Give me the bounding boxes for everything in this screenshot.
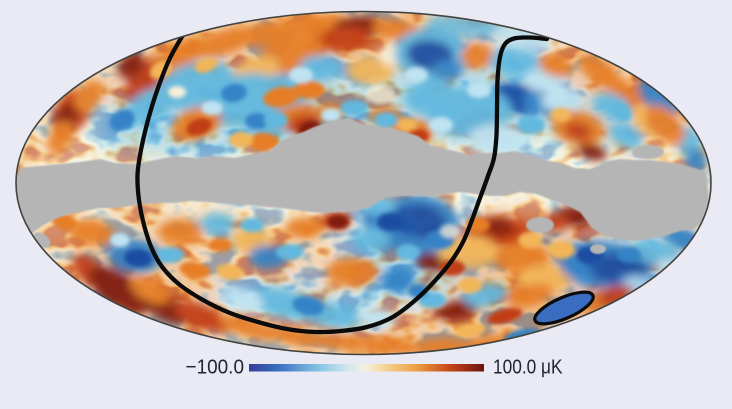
svg-text:100.0 μK: 100.0 μK [493,356,563,379]
svg-text:−100.0: −100.0 [186,356,245,379]
